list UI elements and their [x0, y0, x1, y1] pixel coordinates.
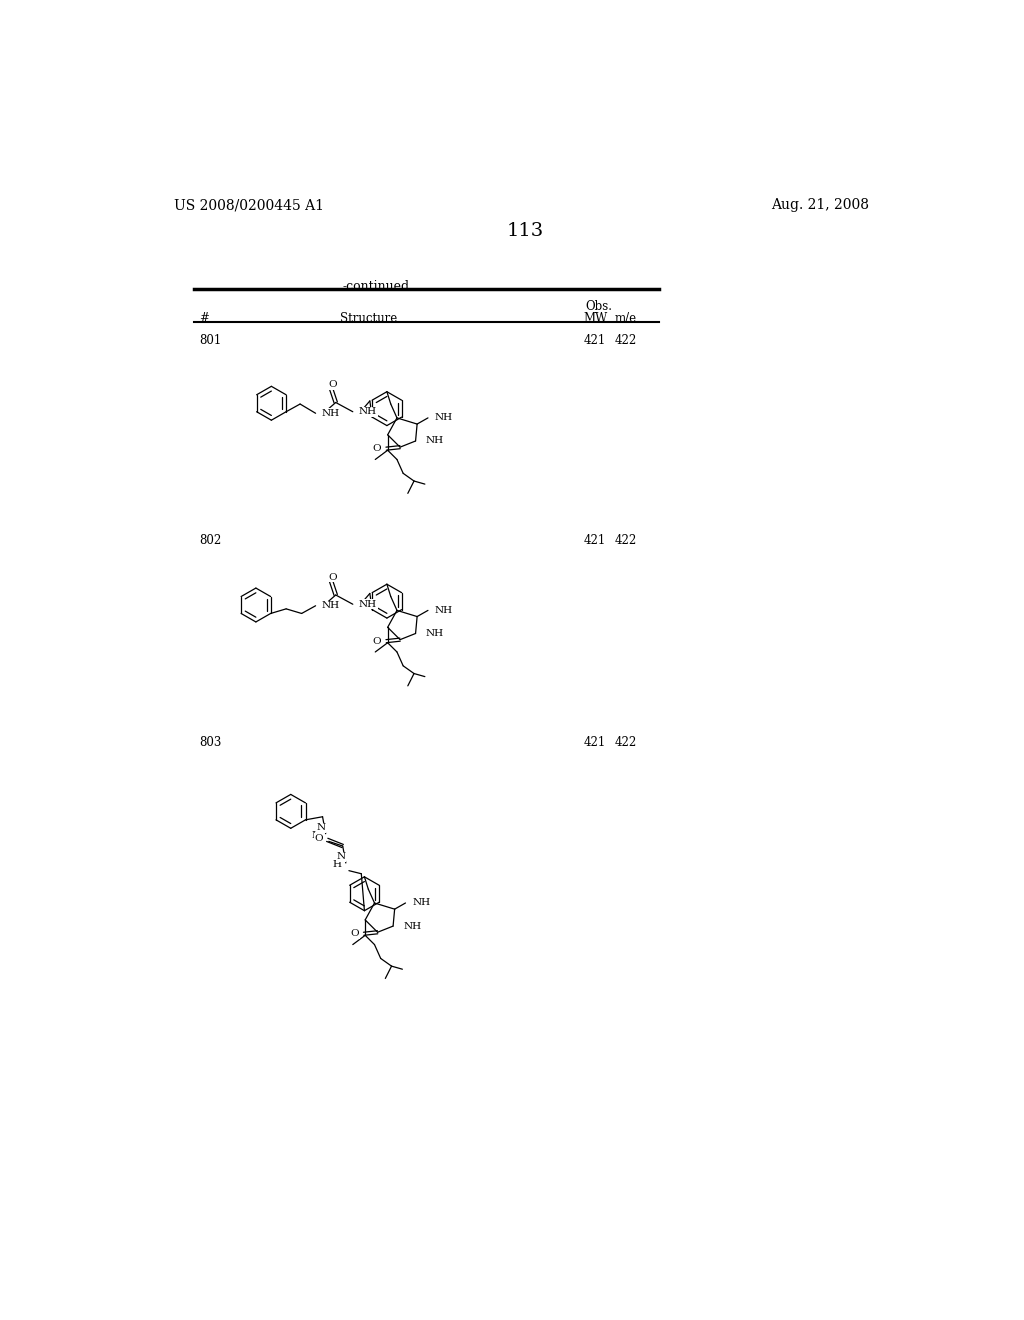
Text: NH: NH — [426, 437, 443, 445]
Text: Obs.: Obs. — [586, 300, 612, 313]
Text: 421: 421 — [584, 737, 606, 748]
Text: O: O — [329, 380, 337, 389]
Text: 421: 421 — [584, 535, 606, 548]
Text: -continued: -continued — [342, 280, 410, 293]
Text: NH: NH — [435, 606, 453, 615]
Text: O: O — [373, 636, 382, 645]
Text: US 2008/0200445 A1: US 2008/0200445 A1 — [174, 198, 325, 213]
Text: Structure: Structure — [340, 313, 397, 326]
Text: NH: NH — [322, 602, 340, 610]
Text: 801: 801 — [200, 334, 221, 347]
Text: H: H — [332, 861, 341, 869]
Text: NH: NH — [403, 921, 421, 931]
Text: NH: NH — [359, 408, 377, 416]
Text: NH: NH — [435, 413, 453, 422]
Text: O: O — [329, 573, 337, 582]
Text: 422: 422 — [614, 334, 637, 347]
Text: 422: 422 — [614, 535, 637, 548]
Text: N: N — [337, 853, 346, 861]
Text: MW: MW — [584, 313, 608, 326]
Text: O: O — [350, 929, 359, 939]
Text: Aug. 21, 2008: Aug. 21, 2008 — [771, 198, 869, 213]
Text: O: O — [314, 834, 324, 842]
Text: O: O — [373, 445, 382, 453]
Text: H: H — [312, 830, 321, 840]
Text: NH: NH — [426, 630, 443, 638]
Text: NH: NH — [322, 409, 340, 417]
Text: #: # — [200, 313, 209, 326]
Text: NH: NH — [413, 899, 430, 907]
Text: 802: 802 — [200, 535, 221, 548]
Text: 113: 113 — [506, 222, 544, 239]
Text: 422: 422 — [614, 737, 637, 748]
Text: N: N — [316, 824, 326, 832]
Text: 803: 803 — [200, 737, 221, 748]
Text: NH: NH — [359, 599, 377, 609]
Text: 421: 421 — [584, 334, 606, 347]
Text: m/e: m/e — [614, 313, 637, 326]
